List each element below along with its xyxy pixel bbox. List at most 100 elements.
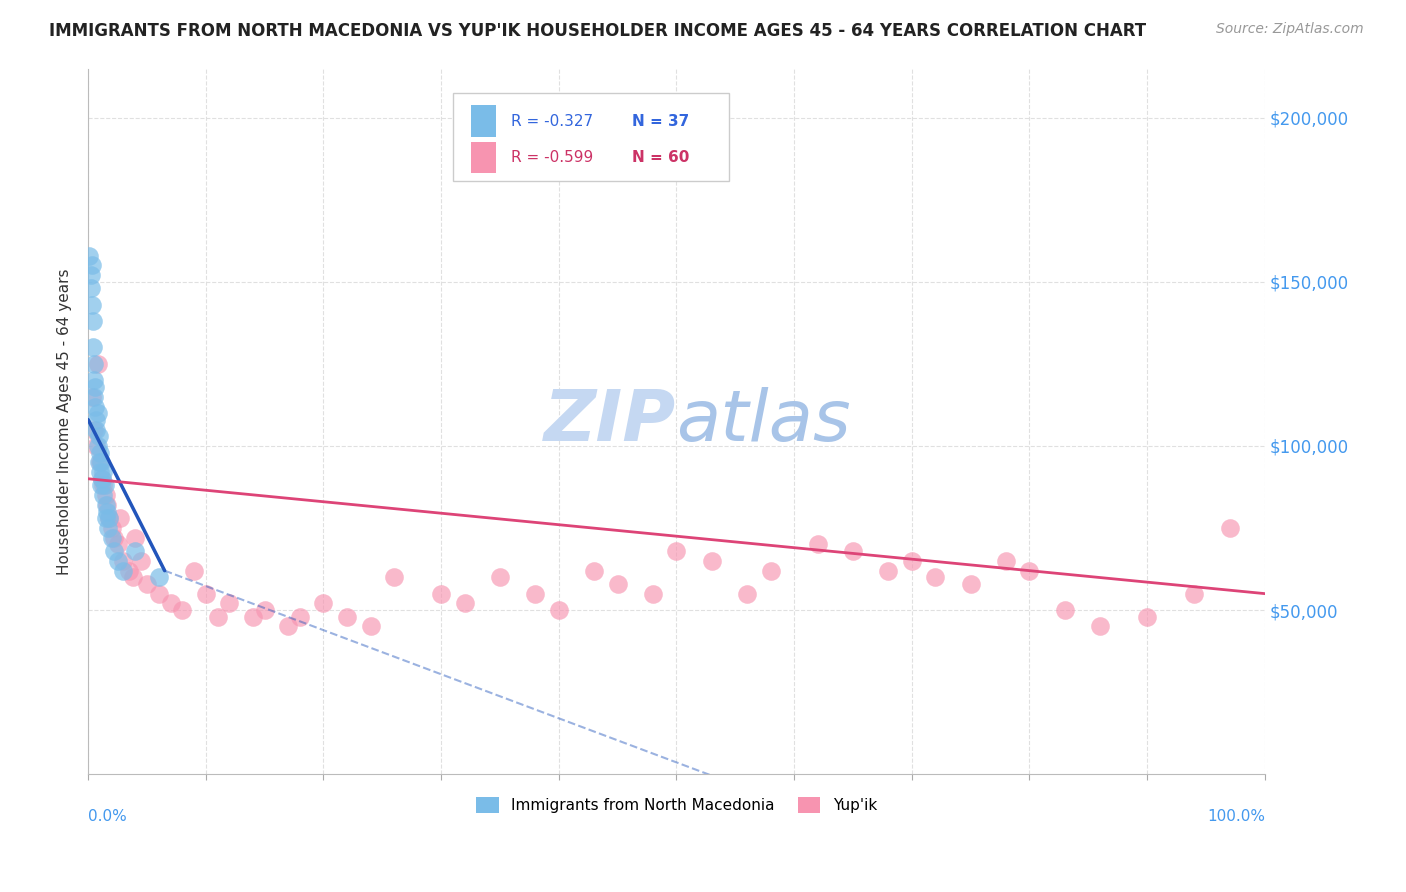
Point [807,537,830,551]
Point [89,445,111,459]
Point [959,576,981,591]
Point [1053,603,1076,617]
FancyBboxPatch shape [453,94,730,181]
Point [901,554,924,568]
Point [86,439,108,453]
Point [83,423,105,437]
Point [84,380,107,394]
Point [207,609,229,624]
Point [93,478,115,492]
Text: N = 60: N = 60 [631,150,689,165]
Point [454,597,477,611]
Point [86,439,108,453]
Point [103,531,125,545]
Point [86,357,108,371]
Text: ZIP: ZIP [544,387,676,456]
Point [100,521,122,535]
Point [103,544,125,558]
Point [194,587,217,601]
Point [924,570,946,584]
Point [112,564,135,578]
Point [136,576,159,591]
Point [877,564,900,578]
Point [80,390,103,404]
Point [83,390,105,404]
Point [547,603,569,617]
Text: 100.0%: 100.0% [1206,809,1265,824]
Point [606,576,628,591]
Point [79,268,101,283]
Text: IMMIGRANTS FROM NORTH MACEDONIA VS YUP'IK HOUSEHOLDER INCOME AGES 45 - 64 YEARS : IMMIGRANTS FROM NORTH MACEDONIA VS YUP'I… [49,22,1146,40]
Point [159,597,181,611]
Point [242,609,264,624]
Point [94,488,117,502]
Point [94,511,117,525]
Point [118,564,141,578]
Point [218,597,240,611]
Point [665,544,688,558]
Point [759,564,782,578]
Point [98,511,121,525]
Point [1218,521,1240,535]
Point [91,472,114,486]
Point [1136,609,1159,624]
Point [1088,619,1111,633]
Point [124,531,146,545]
Point [700,554,723,568]
Point [112,554,135,568]
Point [288,609,311,624]
Point [96,505,118,519]
Point [89,455,111,469]
Point [148,570,170,584]
Point [1182,587,1205,601]
Point [842,544,865,558]
Point [86,423,108,437]
Text: R = -0.599: R = -0.599 [510,150,593,165]
Point [87,429,110,443]
Point [91,472,114,486]
Text: N = 37: N = 37 [631,113,689,128]
Point [124,544,146,558]
Point [312,597,335,611]
Point [93,478,115,492]
Point [86,406,108,420]
Point [994,554,1017,568]
Point [583,564,606,578]
Point [107,554,129,568]
Point [360,619,382,633]
Point [80,259,103,273]
FancyBboxPatch shape [471,142,496,173]
Point [489,570,512,584]
Point [735,587,758,601]
Point [90,478,112,492]
Point [84,400,107,414]
Point [90,455,112,469]
Point [86,413,108,427]
Point [172,603,194,617]
Point [83,357,105,371]
Point [1018,564,1040,578]
Y-axis label: Householder Income Ages 45 - 64 years: Householder Income Ages 45 - 64 years [58,268,72,574]
Point [94,498,117,512]
Point [129,554,152,568]
Point [100,531,122,545]
Point [96,498,118,512]
Point [641,587,664,601]
Point [89,465,111,479]
Point [277,619,299,633]
Legend: Immigrants from North Macedonia, Yup'ik: Immigrants from North Macedonia, Yup'ik [470,791,883,820]
Text: R = -0.327: R = -0.327 [510,113,593,128]
Point [382,570,405,584]
Text: 0.0%: 0.0% [89,809,127,824]
Point [83,373,105,387]
Point [93,465,115,479]
Point [121,570,143,584]
Text: Source: ZipAtlas.com: Source: ZipAtlas.com [1216,22,1364,37]
Point [79,281,101,295]
Point [87,455,110,469]
Point [82,341,104,355]
Text: atlas: atlas [676,387,851,456]
Point [93,488,115,502]
Point [148,587,170,601]
Point [336,609,359,624]
